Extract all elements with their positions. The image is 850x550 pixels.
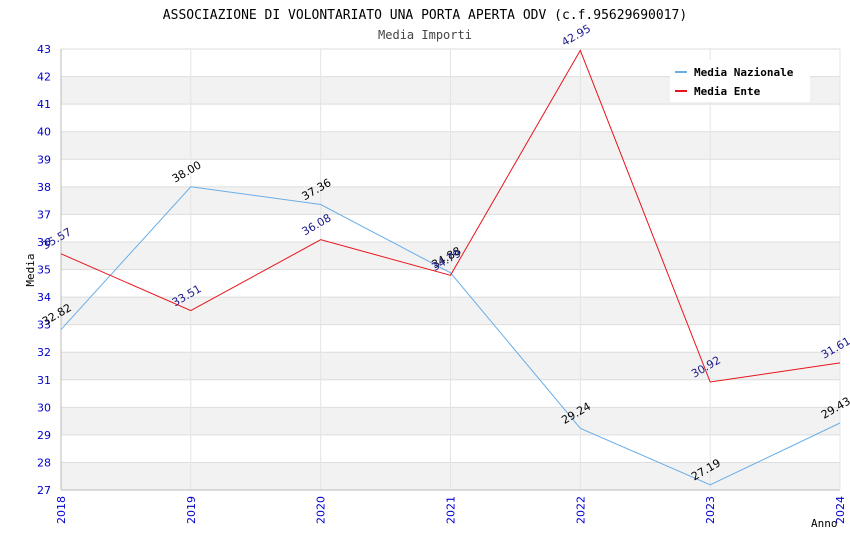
x-tick-label: 2020: [315, 496, 328, 524]
y-tick-label: 38: [37, 181, 51, 194]
y-tick-label: 40: [37, 126, 51, 139]
y-tick-label: 27: [37, 484, 51, 497]
y-tick-label: 31: [37, 374, 51, 387]
y-tick-label: 39: [37, 153, 51, 166]
x-tick-label: 2023: [704, 496, 717, 524]
axes: [60, 49, 840, 491]
chart-title: ASSOCIAZIONE DI VOLONTARIATO UNA PORTA A…: [163, 8, 687, 23]
grid-lines: [60, 48, 841, 491]
y-tick-label: 43: [37, 43, 51, 56]
series-line-2: [60, 49, 841, 383]
x-axis-label: Anno: [811, 517, 838, 530]
legend-entry: Media Nazionale: [694, 66, 794, 79]
y-tick-label: 41: [37, 98, 51, 111]
legend-box: [670, 60, 810, 102]
series-line-1: [60, 186, 841, 486]
y-tick-label: 28: [37, 456, 51, 469]
y-tick-label: 33: [37, 319, 51, 332]
data-label: 42.95: [559, 22, 593, 49]
y-tick-label: 29: [37, 429, 51, 442]
y-tick-label: 30: [37, 401, 51, 414]
y-axis-ticks: 27 28 29 30 31 32 33 34 35 36 37 38 39 40 41 42 43: [37, 43, 51, 497]
y-tick-label: 34: [37, 291, 51, 304]
x-axis-ticks: 2018 2019 2020 2021 2022 2023 2024: [55, 496, 847, 524]
chart-subtitle: Media Importi: [378, 28, 472, 42]
y-tick-label: 37: [37, 208, 51, 221]
y-tick-label: 35: [37, 264, 51, 277]
legend-entry: Media Ente: [694, 85, 761, 98]
y-axis-label: Media: [24, 253, 37, 286]
series-lines: [60, 49, 841, 486]
x-tick-label: 2018: [55, 496, 68, 524]
x-tick-label: 2019: [185, 496, 198, 524]
x-tick-label: 2022: [574, 496, 587, 524]
y-tick-label: 36: [37, 236, 51, 249]
x-tick-label: 2024: [834, 496, 847, 524]
y-tick-label: 42: [37, 71, 51, 84]
y-tick-label: 32: [37, 346, 51, 359]
legend: Media Nazionale Media Ente: [670, 60, 810, 102]
x-tick-label: 2021: [445, 496, 458, 524]
